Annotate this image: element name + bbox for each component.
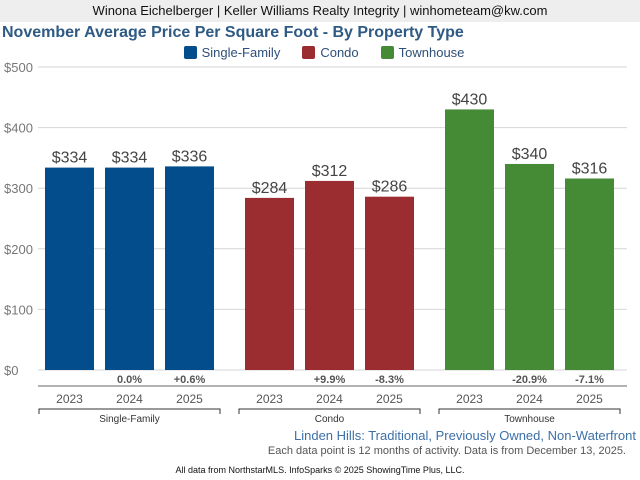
legend-label: Condo (320, 45, 359, 60)
legend-swatch-townhouse (380, 46, 394, 59)
x-tick-label: 2024 (116, 392, 143, 406)
legend-item-condo[interactable]: Condo (302, 45, 359, 60)
x-tick-label: 2025 (376, 392, 403, 406)
y-tick-label: $500 (4, 60, 33, 75)
legend-swatch-single-family (183, 46, 197, 59)
group-label: Single-Family (99, 414, 160, 425)
bar-value-label: $316 (572, 161, 608, 178)
bar (305, 180, 354, 370)
chart-legend: Single-Family Condo Townhouse (0, 45, 640, 60)
bar-value-label: $284 (252, 180, 288, 197)
legend-item-townhouse[interactable]: Townhouse (380, 45, 465, 60)
bar (445, 109, 494, 371)
bar-value-label: $334 (112, 150, 148, 167)
bar (245, 197, 294, 370)
bar-chart: $0 $100 $200 $300 $400 $500 $334 2023 $334 0.0% 20… (4, 60, 627, 425)
chart-title: November Average Price Per Square Foot -… (2, 24, 464, 41)
bar (365, 196, 414, 370)
bar-value-label: $312 (312, 163, 348, 180)
legend-item-single-family[interactable]: Single-Family (183, 45, 281, 60)
group-label: Condo (315, 414, 345, 425)
legend-label: Single-Family (201, 45, 281, 60)
bar (505, 163, 554, 370)
bar (45, 167, 94, 370)
legend-swatch-condo (302, 46, 316, 59)
change-label: +9.9% (314, 374, 346, 386)
legend-label: Townhouse (398, 45, 465, 60)
area-description: Linden Hills: Traditional, Previously Ow… (294, 428, 636, 443)
group-bracket (38, 408, 221, 414)
bar (105, 167, 154, 370)
x-tick-label: 2024 (516, 392, 543, 406)
y-tick-label: $100 (4, 302, 33, 317)
group-bracket (238, 408, 421, 414)
y-tick-label: $200 (4, 242, 33, 257)
x-tick-label: 2023 (456, 392, 483, 406)
y-tick-label: $300 (4, 181, 33, 196)
x-tick-label: 2025 (576, 392, 603, 406)
bar (165, 166, 214, 370)
bar (565, 178, 614, 370)
data-note: Each data point is 12 months of activity… (267, 445, 626, 457)
group-label: Townhouse (504, 414, 555, 425)
x-tick-label: 2023 (256, 392, 283, 406)
change-label: -20.9% (512, 374, 547, 386)
change-label: -8.3% (375, 374, 404, 386)
bar-value-label: $340 (512, 146, 548, 163)
bar-value-label: $430 (452, 91, 488, 108)
x-tick-label: 2024 (316, 392, 343, 406)
y-tick-label: $0 (4, 363, 18, 378)
bar-value-label: $334 (52, 150, 88, 167)
x-tick-label: 2025 (176, 392, 203, 406)
bar-value-label: $286 (372, 179, 408, 196)
y-tick-label: $400 (4, 121, 33, 136)
bar-value-label: $336 (172, 148, 208, 165)
change-label: 0.0% (117, 374, 142, 386)
group-bracket (438, 408, 621, 414)
x-tick-label: 2023 (56, 392, 83, 406)
change-label: -7.1% (575, 374, 604, 386)
agent-info-bar: Winona Eichelberger | Keller Williams Re… (0, 0, 640, 22)
change-label: +0.6% (174, 374, 206, 386)
source-credit: All data from NorthstarMLS. InfoSparks ©… (175, 465, 465, 475)
